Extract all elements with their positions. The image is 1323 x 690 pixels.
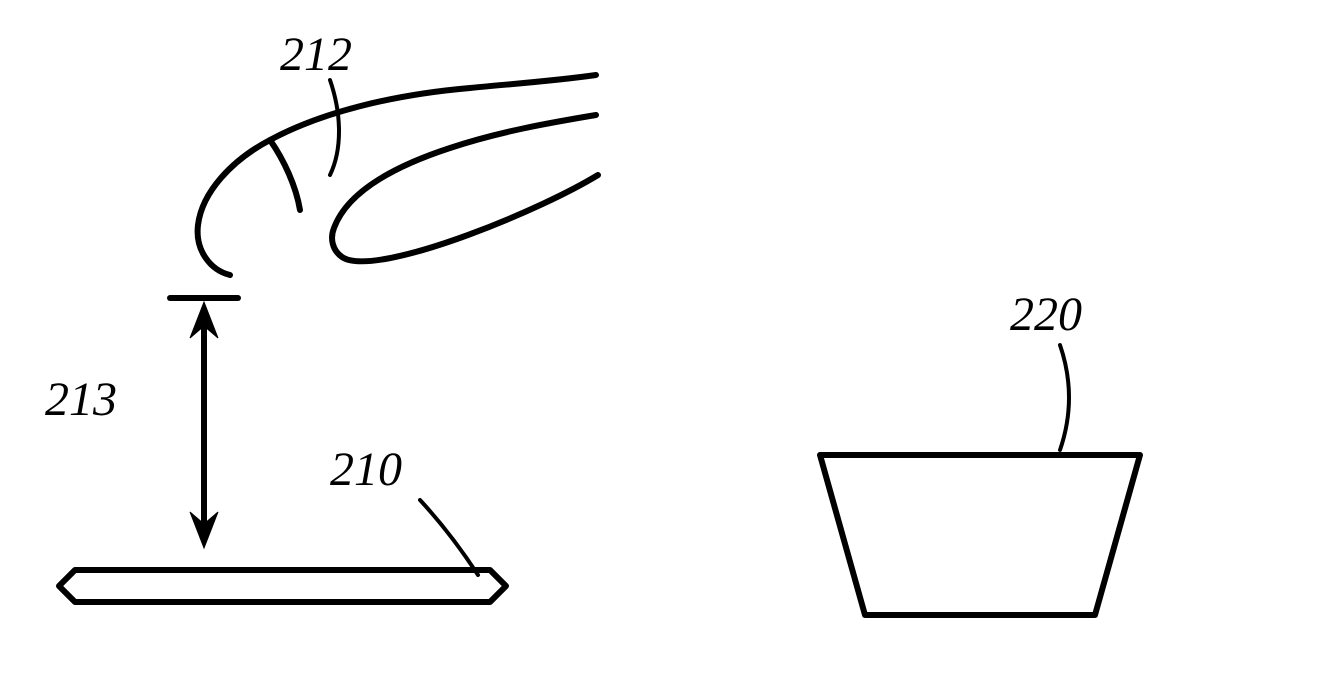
label-210: 210 [330,443,402,496]
finger-shape [198,75,598,275]
label-212: 212 [280,28,352,81]
plate-shape [59,570,506,602]
label-213: 213 [45,373,117,426]
label-220: 220 [1010,288,1082,341]
leader-cup [1060,345,1069,450]
cup-shape [820,455,1140,615]
leader-finger [330,80,339,175]
leader-plate [420,500,478,575]
